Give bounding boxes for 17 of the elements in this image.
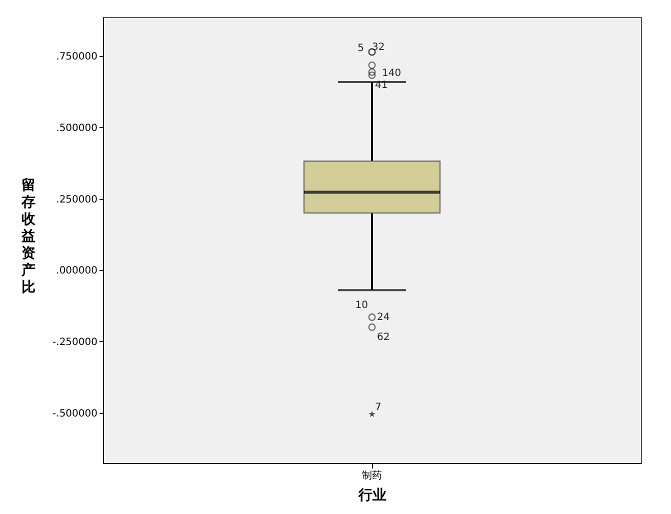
annotation: 62 xyxy=(377,332,390,344)
annotation: 10 xyxy=(355,300,368,312)
y-tick-label: .500000 xyxy=(56,122,98,134)
y-axis-title: 留存收益资产比 xyxy=(20,178,36,296)
annotation: 24 xyxy=(377,312,390,324)
y-tick-label: .250000 xyxy=(56,194,98,206)
annotation: 7 xyxy=(375,402,382,414)
annotation: 41 xyxy=(375,80,388,92)
x-tick-label: 制药 xyxy=(362,470,382,482)
y-tick-label: -.500000 xyxy=(52,408,98,420)
y-tick-label: .000000 xyxy=(56,266,98,277)
y-tick-label: .750000 xyxy=(56,52,98,63)
annotation: 5 xyxy=(358,43,364,54)
annotation: 140 xyxy=(382,68,402,80)
x-axis-title: 行业 xyxy=(358,488,386,504)
annotation: 32 xyxy=(372,42,385,53)
y-tick-label: -.250000 xyxy=(52,336,98,348)
